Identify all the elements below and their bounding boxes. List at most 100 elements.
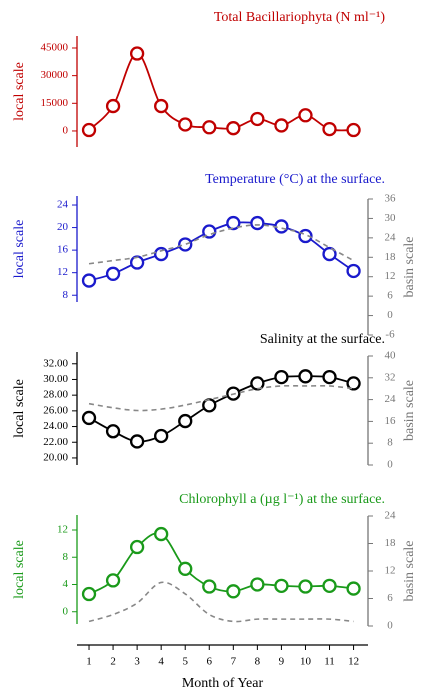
y2-tick-label: 6	[387, 592, 393, 604]
y-tick-label: 24.00	[43, 420, 68, 432]
y-tick-label: 20	[57, 221, 69, 233]
x-tick-label: 12	[348, 656, 359, 668]
y-axis-label: local scale	[12, 540, 27, 599]
y2-axis-label: basin scale	[402, 236, 417, 297]
panel-title: Salinity at the surface.	[260, 332, 385, 347]
y-tick-label: 0	[63, 605, 69, 617]
y2-tick-label: 12	[385, 270, 396, 282]
data-point	[202, 224, 217, 239]
data-point	[346, 263, 361, 279]
data-point	[226, 584, 241, 599]
y2-tick-label: 36	[385, 193, 397, 205]
data-point	[322, 246, 337, 262]
x-tick-label: 2	[110, 656, 116, 668]
y-axis-label: local scale	[12, 379, 27, 438]
data-point	[250, 111, 265, 127]
data-line	[88, 52, 354, 132]
data-point	[274, 578, 289, 593]
data-point	[346, 122, 361, 138]
x-tick-label: 11	[324, 656, 335, 668]
data-line	[88, 532, 354, 595]
y-tick-label: 8	[63, 551, 69, 563]
x-tick-label: 8	[255, 656, 261, 668]
y2-tick-label: 32	[385, 371, 396, 383]
data-point	[81, 586, 97, 602]
y2-tick-label: 24	[385, 393, 397, 405]
y-tick-label: 0	[63, 124, 69, 136]
data-point	[81, 273, 97, 288]
x-tick-label: 4	[158, 656, 164, 668]
data-point	[322, 369, 337, 385]
y2-tick-label: 6	[387, 290, 393, 302]
data-point	[154, 428, 169, 444]
y2-axis-label: basin scale	[402, 540, 417, 601]
data-point	[202, 120, 217, 135]
y2-tick-label: -6	[385, 329, 395, 341]
y2-tick-label: 18	[385, 537, 397, 549]
x-axis-label: Month of Year	[182, 676, 264, 691]
basin-line	[88, 581, 354, 623]
y2-tick-label: 30	[385, 212, 397, 224]
data-point	[154, 526, 169, 542]
data-point	[298, 579, 313, 594]
data-point	[81, 122, 97, 138]
y2-tick-label: 0	[387, 309, 393, 321]
data-point	[346, 376, 361, 391]
data-point	[322, 578, 337, 593]
y2-tick-label: 18	[385, 251, 397, 263]
data-point	[274, 118, 289, 133]
y2-tick-label: 0	[387, 459, 393, 471]
data-point	[105, 266, 121, 281]
y-tick-label: 28.00	[43, 389, 68, 401]
data-point	[154, 246, 169, 262]
x-tick-label: 10	[300, 656, 312, 668]
y-axis-label: local scale	[12, 220, 27, 279]
x-tick-label: 9	[279, 656, 285, 668]
data-point	[322, 121, 337, 137]
data-point	[226, 215, 241, 231]
x-tick-label: 7	[231, 656, 237, 668]
panel-title: Chlorophyll a (µg l⁻¹) at the surface.	[179, 492, 385, 507]
basin-line	[88, 224, 354, 265]
y-tick-label: 12	[57, 266, 68, 278]
y2-tick-label: 16	[385, 415, 397, 427]
y2-tick-label: 8	[387, 437, 393, 449]
data-point	[81, 410, 97, 426]
y-axis-label: local scale	[12, 62, 27, 121]
panel-title: Temperature (°C) at the surface.	[205, 172, 385, 187]
x-tick-label: 5	[182, 656, 188, 668]
data-point	[178, 413, 193, 429]
basin-line	[88, 384, 354, 412]
data-point	[178, 561, 193, 576]
y-tick-label: 32.00	[43, 357, 68, 369]
data-point	[274, 369, 289, 385]
y2-tick-label: 40	[385, 350, 397, 362]
data-point	[129, 539, 145, 555]
data-point	[105, 98, 121, 114]
y2-tick-label: 24	[385, 231, 397, 243]
data-point	[129, 434, 145, 449]
data-point	[154, 98, 169, 114]
y-tick-label: 30.00	[43, 373, 68, 385]
y-tick-label: 22.00	[43, 436, 68, 448]
data-point	[250, 577, 265, 592]
data-point	[346, 581, 361, 596]
x-tick-label: 6	[207, 656, 213, 668]
y-tick-label: 45000	[41, 42, 69, 54]
data-point	[226, 121, 241, 136]
x-tick-label: 1	[86, 656, 92, 668]
y2-tick-label: 24	[385, 510, 397, 522]
data-point	[129, 46, 145, 61]
y-tick-label: 16	[57, 244, 69, 256]
y2-tick-label: 12	[385, 565, 396, 577]
x-tick-label: 3	[134, 656, 140, 668]
y2-axis-label: basin scale	[402, 380, 417, 441]
data-point	[178, 237, 193, 252]
y-tick-label: 24	[57, 199, 69, 211]
data-point	[250, 215, 265, 231]
data-point	[105, 573, 121, 588]
y-tick-label: 30000	[41, 69, 69, 81]
data-point	[105, 424, 121, 439]
y2-tick-label: 0	[387, 620, 393, 632]
